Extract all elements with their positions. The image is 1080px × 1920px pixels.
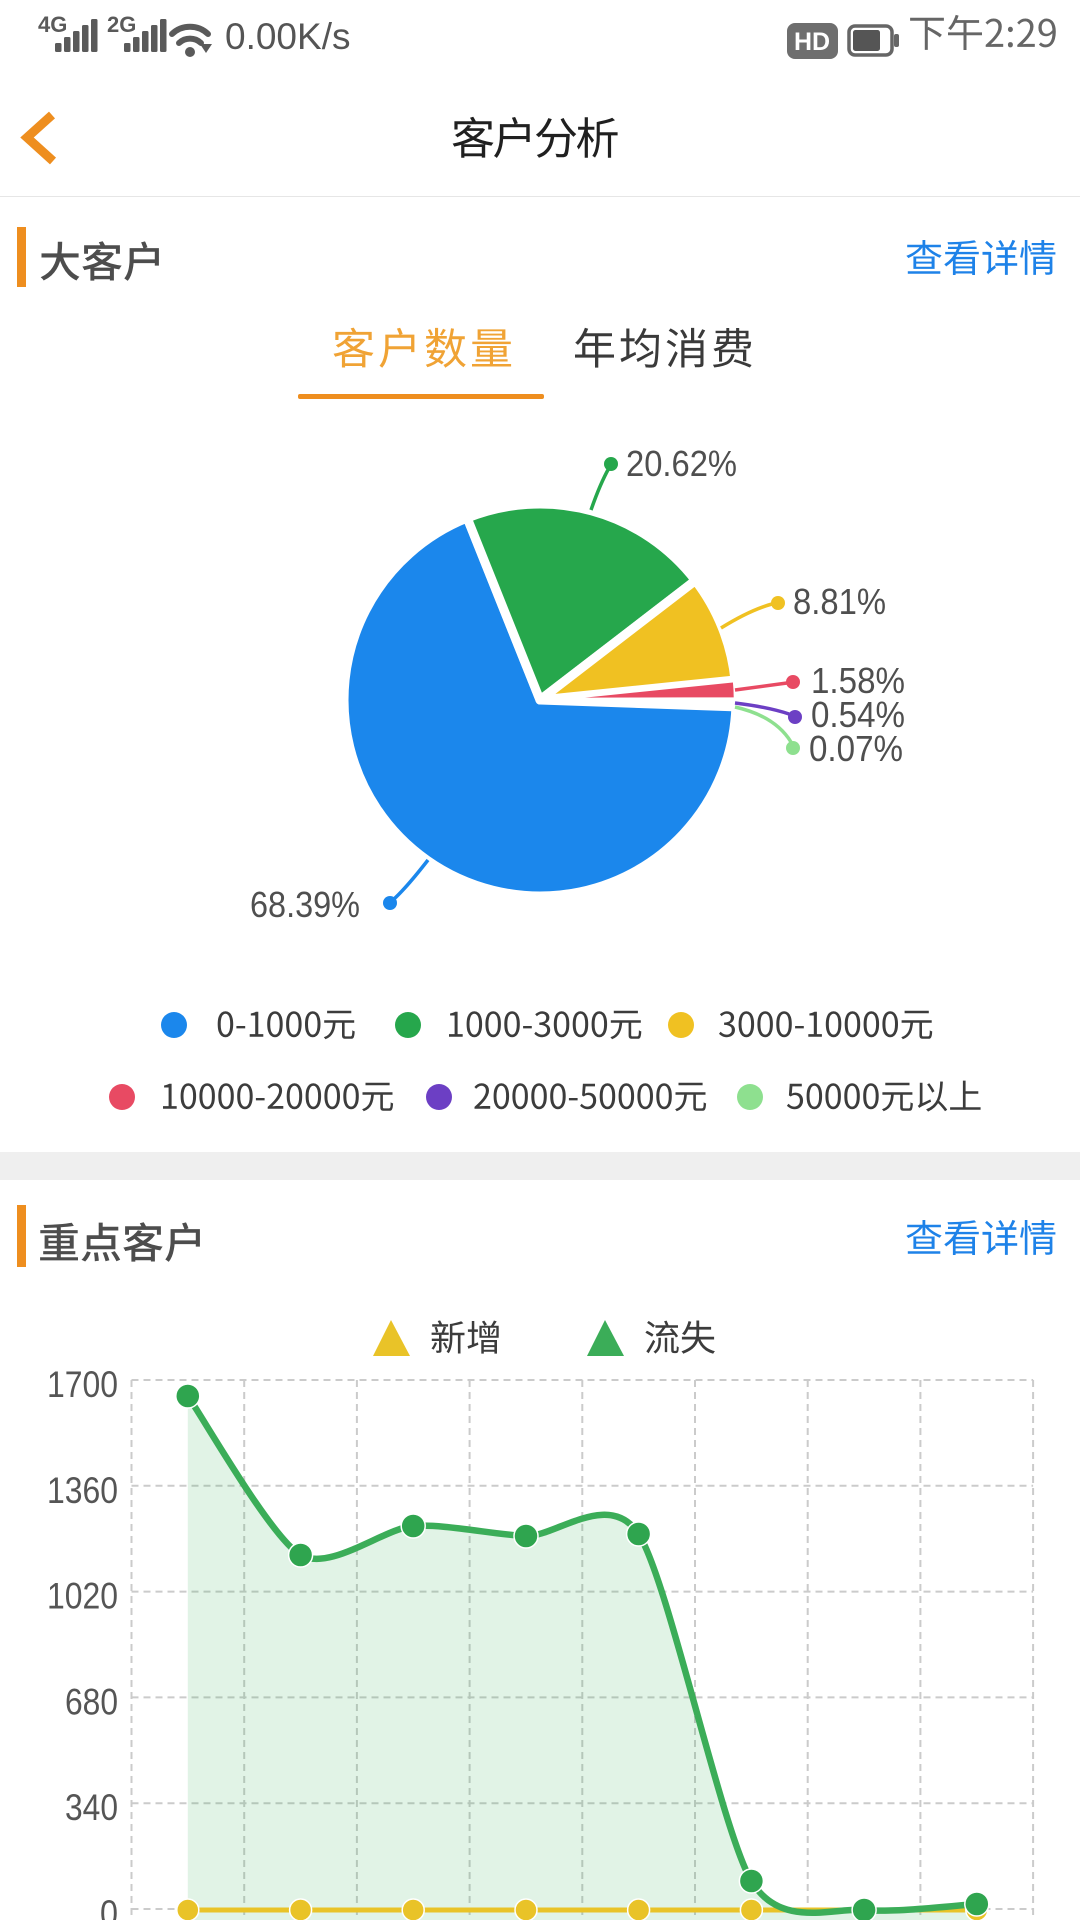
svg-text:0.00K/s: 0.00K/s (225, 16, 350, 57)
svg-text:1700: 1700 (47, 1364, 118, 1405)
svg-text:1020: 1020 (47, 1576, 118, 1617)
svg-text:2G: 2G (107, 12, 136, 37)
svg-text:20.62%: 20.62% (626, 443, 737, 484)
svg-text:680: 680 (65, 1681, 118, 1722)
svg-text:4G: 4G (38, 12, 67, 37)
svg-text:340: 340 (65, 1787, 118, 1828)
svg-text:1360: 1360 (47, 1470, 118, 1511)
svg-text:0.54%: 0.54% (811, 694, 905, 735)
svg-text:HD: HD (794, 28, 830, 56)
svg-text:0: 0 (100, 1893, 118, 1920)
svg-text:0.07%: 0.07% (809, 728, 903, 769)
svg-text:8.81%: 8.81% (793, 581, 886, 622)
svg-text:1.58%: 1.58% (811, 660, 905, 701)
svg-text:68.39%: 68.39% (250, 884, 360, 925)
